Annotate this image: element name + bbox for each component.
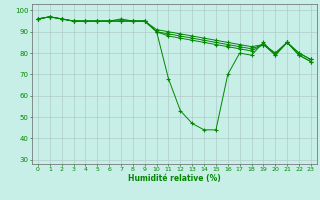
X-axis label: Humidité relative (%): Humidité relative (%) xyxy=(128,174,221,183)
